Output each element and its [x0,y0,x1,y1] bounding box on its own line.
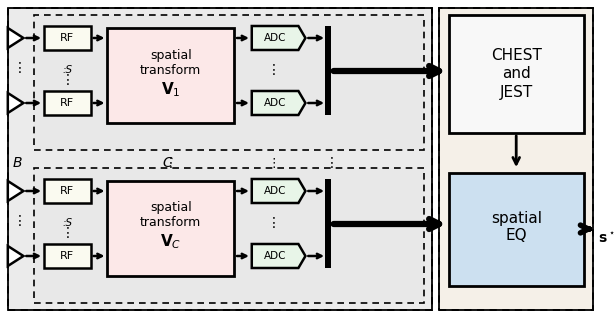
Text: transform: transform [140,64,201,77]
Text: RF: RF [60,98,75,108]
Text: EQ: EQ [505,229,527,244]
Polygon shape [8,93,23,113]
Bar [325,179,331,268]
Text: $\mathbf{s}^\star$: $\mathbf{s}^\star$ [598,231,615,245]
Bar [44,26,91,50]
Text: RF: RF [60,251,75,261]
Bar [44,179,91,203]
Text: ADC: ADC [264,33,286,43]
Text: spatial: spatial [150,50,192,63]
Bar [8,8,432,310]
Text: ⋮: ⋮ [60,226,75,240]
Text: ⋮: ⋮ [12,214,26,228]
Polygon shape [8,246,23,266]
Text: CHEST: CHEST [491,49,541,64]
Polygon shape [8,28,23,48]
Text: ⋮: ⋮ [60,73,75,87]
Text: ⋮: ⋮ [164,156,177,170]
Text: spatial: spatial [150,202,192,215]
Bar [107,181,234,276]
Text: :S: :S [62,65,73,75]
Polygon shape [252,179,306,203]
Text: RF: RF [60,33,75,43]
Bar [44,244,91,268]
Text: JEST: JEST [500,85,533,100]
Text: ADC: ADC [264,251,286,261]
Text: $C$: $C$ [162,156,174,170]
Bar [34,168,424,303]
Text: ⋮: ⋮ [325,156,339,170]
Bar [8,8,432,310]
Text: :S: :S [62,218,73,228]
Polygon shape [252,26,306,50]
Polygon shape [8,181,23,201]
Bar [449,15,583,133]
Text: ⋮: ⋮ [266,63,280,77]
Text: ⋮: ⋮ [266,216,280,230]
Text: ADC: ADC [264,186,286,196]
Bar [107,28,234,123]
Text: $\mathbf{V}_C$: $\mathbf{V}_C$ [160,233,182,251]
Text: and: and [502,66,530,81]
Polygon shape [252,244,306,268]
Bar [34,15,424,150]
Bar [449,173,583,286]
Text: $B$: $B$ [12,156,23,170]
Bar [44,91,91,115]
Bar [439,8,593,310]
Text: ⋮: ⋮ [12,61,26,75]
Text: transform: transform [140,216,201,229]
Text: RF: RF [60,186,75,196]
Bar [325,26,331,115]
Text: spatial: spatial [491,211,541,225]
Polygon shape [252,91,306,115]
Text: ADC: ADC [264,98,286,108]
Text: $\mathbf{V}_1$: $\mathbf{V}_1$ [161,81,180,99]
Text: ⋮: ⋮ [267,156,280,169]
Bar [439,8,593,310]
Bar [34,168,424,303]
Bar [34,15,424,150]
